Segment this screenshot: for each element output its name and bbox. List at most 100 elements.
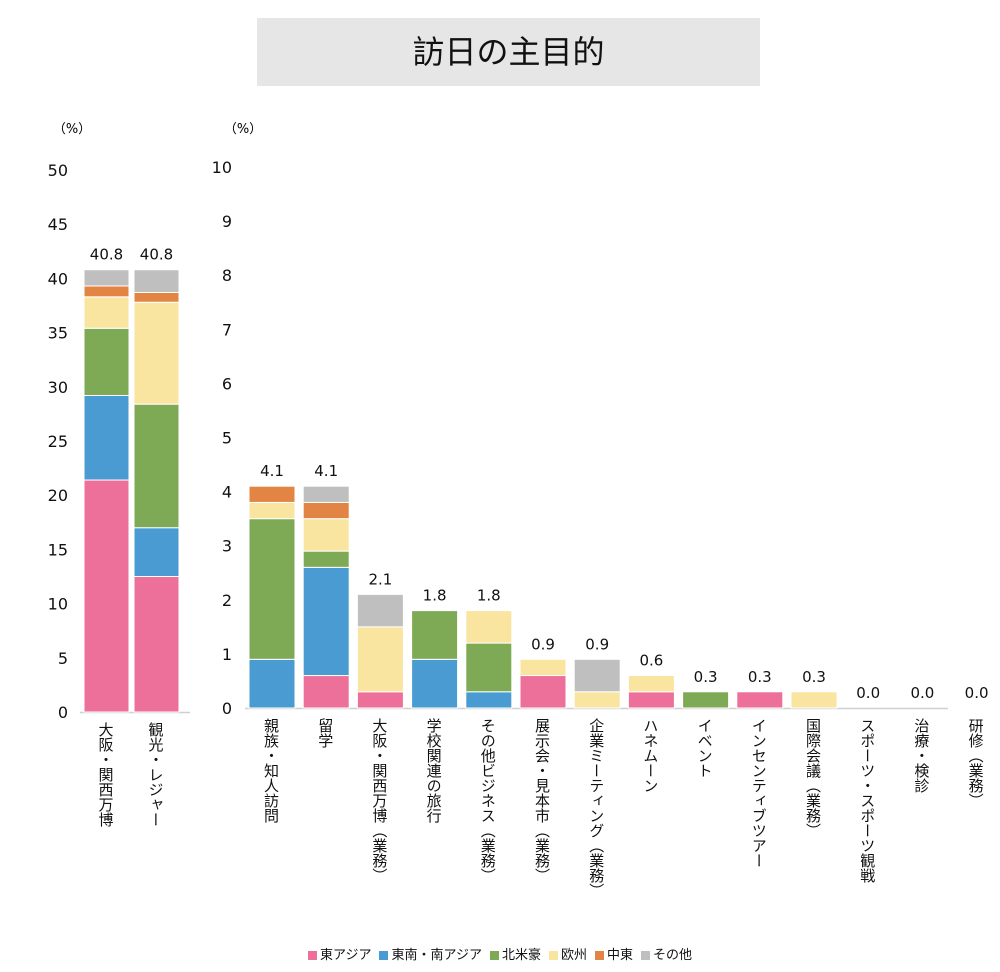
bar-segment-1-2 xyxy=(302,550,350,568)
bar-segment-7-3 xyxy=(627,675,675,693)
y-tick-label: 4 xyxy=(222,483,232,502)
unit-label: （%） xyxy=(53,122,91,137)
legend-swatch xyxy=(489,951,499,960)
bar-segment-1-4 xyxy=(302,501,350,520)
bar-segment-7-0 xyxy=(627,691,675,709)
legend-item: 欧州 xyxy=(548,944,587,963)
bar-segment-3-2 xyxy=(411,610,459,660)
total-label: 0.3 xyxy=(694,668,718,686)
bar-segment-2-5 xyxy=(356,593,404,628)
legend-label: 東南・南アジア xyxy=(391,948,482,963)
bar-segment-0-4 xyxy=(248,485,296,503)
bar-segment-5-3 xyxy=(519,658,567,677)
legend-swatch xyxy=(641,951,650,960)
category-label: 学校関連の旅行 xyxy=(424,718,443,823)
total-label: 0.0 xyxy=(965,684,989,702)
total-label: 0.9 xyxy=(531,635,555,653)
y-tick-label: 40 xyxy=(48,269,68,288)
bar-segment-0-3 xyxy=(83,296,130,329)
legend-label: 中東 xyxy=(606,948,633,963)
y-tick-label: 15 xyxy=(48,540,68,559)
legend-item: 東アジア xyxy=(307,944,372,963)
legend-item: 東南・南アジア xyxy=(379,944,482,963)
bar-segment-4-1 xyxy=(465,691,513,709)
bar-segment-8-2 xyxy=(682,691,730,709)
total-label: 0.3 xyxy=(802,668,826,686)
category-label: イベント xyxy=(695,718,714,778)
total-label: 2.1 xyxy=(368,570,392,588)
category-label: 観光・レジャー xyxy=(146,722,165,827)
chart-title: 訪日の主目的 xyxy=(257,18,760,86)
legend-label: その他 xyxy=(653,948,693,963)
bar-segment-1-2 xyxy=(133,403,180,529)
bar-segment-1-4 xyxy=(133,291,180,303)
total-label: 40.8 xyxy=(140,246,173,264)
y-tick-label: 6 xyxy=(222,374,232,393)
bar-segment-0-1 xyxy=(248,658,296,709)
bar-segment-6-5 xyxy=(573,658,621,693)
bar-segment-1-0 xyxy=(133,576,180,713)
bar-segment-5-0 xyxy=(519,675,567,709)
category-label: 親族・知人訪問 xyxy=(262,718,280,823)
y-tick-label: 10 xyxy=(48,595,68,614)
total-label: 0.0 xyxy=(856,684,880,702)
bar-segment-2-0 xyxy=(356,691,404,709)
category-label: インセンティブツアー xyxy=(749,718,768,868)
legend-label: 東アジア xyxy=(319,948,372,963)
y-tick-label: 50 xyxy=(48,161,68,180)
y-tick-label: 10 xyxy=(212,158,232,177)
legend-item: 中東 xyxy=(594,944,633,963)
y-tick-label: 5 xyxy=(58,649,68,668)
legend-swatch xyxy=(594,951,604,960)
bar-segment-0-4 xyxy=(83,285,130,298)
bar-segment-0-5 xyxy=(83,269,130,287)
total-label: 40.8 xyxy=(90,246,123,264)
y-tick-label: 0 xyxy=(222,699,232,718)
bar-segment-1-5 xyxy=(133,269,180,293)
total-label: 0.0 xyxy=(910,684,934,702)
bar-segment-6-3 xyxy=(573,691,621,709)
bar-segment-1-1 xyxy=(133,527,180,577)
legend-label: 欧州 xyxy=(560,948,587,963)
bar-segment-2-3 xyxy=(356,626,404,693)
bar-segment-3-1 xyxy=(411,658,459,709)
total-label: 4.1 xyxy=(260,462,284,480)
category-label: ハネムーン xyxy=(641,718,660,793)
bar-segment-0-0 xyxy=(83,479,130,713)
y-tick-label: 7 xyxy=(222,320,232,339)
category-label: 大阪・関西万博（業務） xyxy=(370,718,389,883)
y-tick-label: 25 xyxy=(48,432,68,451)
category-label: 国際会議（業務） xyxy=(804,718,822,838)
total-label: 1.8 xyxy=(477,587,501,605)
bar-segment-1-5 xyxy=(302,485,350,503)
legend-swatch xyxy=(379,951,389,960)
total-label: 0.9 xyxy=(585,635,609,653)
bar-segment-0-2 xyxy=(248,518,296,660)
legend-label: 北米豪 xyxy=(501,948,541,963)
category-label: 留学 xyxy=(316,718,335,748)
category-label: その他ビジネス（業務） xyxy=(478,718,497,883)
y-tick-label: 35 xyxy=(48,324,68,343)
category-label: 治療・検診 xyxy=(912,718,931,793)
y-tick-label: 30 xyxy=(48,378,68,397)
y-tick-label: 5 xyxy=(222,429,232,448)
bar-segment-9-0 xyxy=(736,691,784,709)
category-label: 研修（業務） xyxy=(966,718,985,808)
y-tick-label: 3 xyxy=(222,537,232,556)
y-tick-label: 1 xyxy=(222,645,232,664)
bar-segment-10-3 xyxy=(790,691,838,709)
category-label: 大阪・関西万博 xyxy=(96,722,115,827)
legend: 東アジア 東南・南アジア 北米豪 欧州 中東 その他 xyxy=(0,944,1000,963)
bar-segment-1-0 xyxy=(302,675,350,709)
y-tick-label: 45 xyxy=(48,215,68,234)
total-label: 4.1 xyxy=(314,462,338,480)
unit-label: （%） xyxy=(224,122,262,137)
legend-swatch xyxy=(307,951,317,960)
category-label: 企業ミーティング（業務） xyxy=(587,718,606,898)
legend-item: 北米豪 xyxy=(489,944,541,963)
bar-segment-1-3 xyxy=(302,518,350,552)
y-tick-label: 20 xyxy=(48,486,68,505)
bar-segment-1-3 xyxy=(133,301,180,405)
category-label: スポーツ・スポーツ観戦 xyxy=(858,718,877,883)
